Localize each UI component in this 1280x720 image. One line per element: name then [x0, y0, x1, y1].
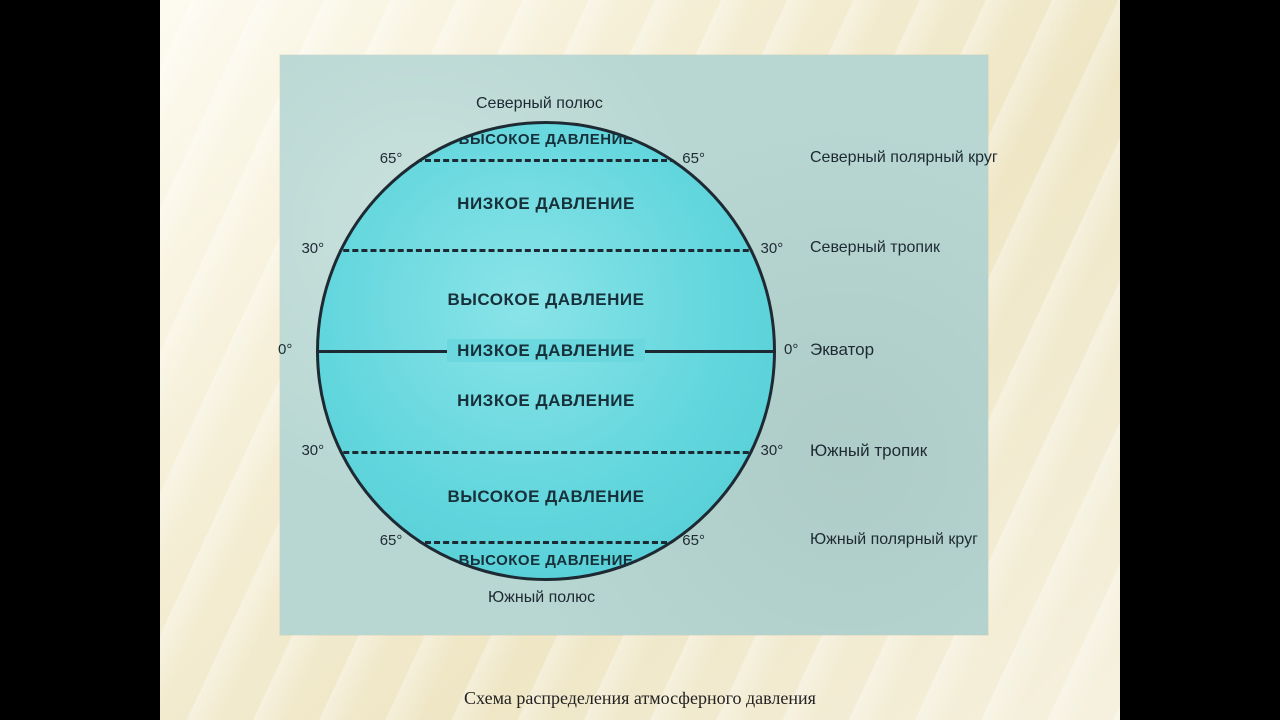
deg-left-0: 65°	[380, 150, 403, 167]
deg-left-2: 0°	[278, 341, 292, 358]
lat-name-3: Южный тропик	[810, 441, 927, 461]
slide: ВЫСОКОЕ ДАВЛЕНИЕ НИЗКОЕ ДАВЛЕНИЕ ВЫСОКОЕ Д…	[160, 0, 1120, 720]
latitude-line-3	[316, 451, 776, 454]
deg-left-3: 30°	[301, 442, 324, 459]
latitude-line-1	[316, 249, 776, 252]
pressure-band-3: НИЗКОЕ ДАВЛЕНИЕ	[316, 391, 776, 411]
earth-clip: ВЫСОКОЕ ДАВЛЕНИЕ НИЗКОЕ ДАВЛЕНИЕ ВЫСОКОЕ Д…	[316, 121, 776, 581]
south-pole-label: Южный полюс	[488, 589, 595, 607]
pressure-band-1: НИЗКОЕ ДАВЛЕНИЕ	[316, 194, 776, 214]
equator-band-label: НИЗКОЕ ДАВЛЕНИЕ	[316, 341, 776, 361]
north-pole-label: Северный полюс	[476, 95, 603, 113]
lat-name-2: Экватор	[810, 340, 874, 360]
diagram-panel: ВЫСОКОЕ ДАВЛЕНИЕ НИЗКОЕ ДАВЛЕНИЕ ВЫСОКОЕ Д…	[280, 55, 988, 635]
equator-band-label-text: НИЗКОЕ ДАВЛЕНИЕ	[447, 339, 645, 362]
lat-name-4: Южный полярный круг	[810, 531, 978, 549]
deg-right-1: 30°	[761, 240, 784, 257]
pressure-band-2: ВЫСОКОЕ ДАВЛЕНИЕ	[316, 290, 776, 310]
lat-name-1: Северный тропик	[810, 239, 940, 257]
lat-name-0: Северный полярный круг	[810, 149, 998, 167]
pressure-band-5: ВЫСОКОЕ ДАВЛЕНИЕ	[316, 552, 776, 569]
deg-left-1: 30°	[301, 240, 324, 257]
diagram-caption: Схема распределения атмосферного давлени…	[160, 688, 1120, 709]
deg-left-4: 65°	[380, 532, 403, 549]
pressure-band-4: ВЫСОКОЕ ДАВЛЕНИЕ	[316, 487, 776, 507]
deg-right-4: 65°	[682, 532, 705, 549]
deg-right-3: 30°	[761, 442, 784, 459]
deg-right-2: 0°	[784, 341, 798, 358]
pressure-band-0: ВЫСОКОЕ ДАВЛЕНИЕ	[316, 131, 776, 148]
deg-right-0: 65°	[682, 150, 705, 167]
stage: ВЫСОКОЕ ДАВЛЕНИЕ НИЗКОЕ ДАВЛЕНИЕ ВЫСОКОЕ Д…	[0, 0, 1280, 720]
